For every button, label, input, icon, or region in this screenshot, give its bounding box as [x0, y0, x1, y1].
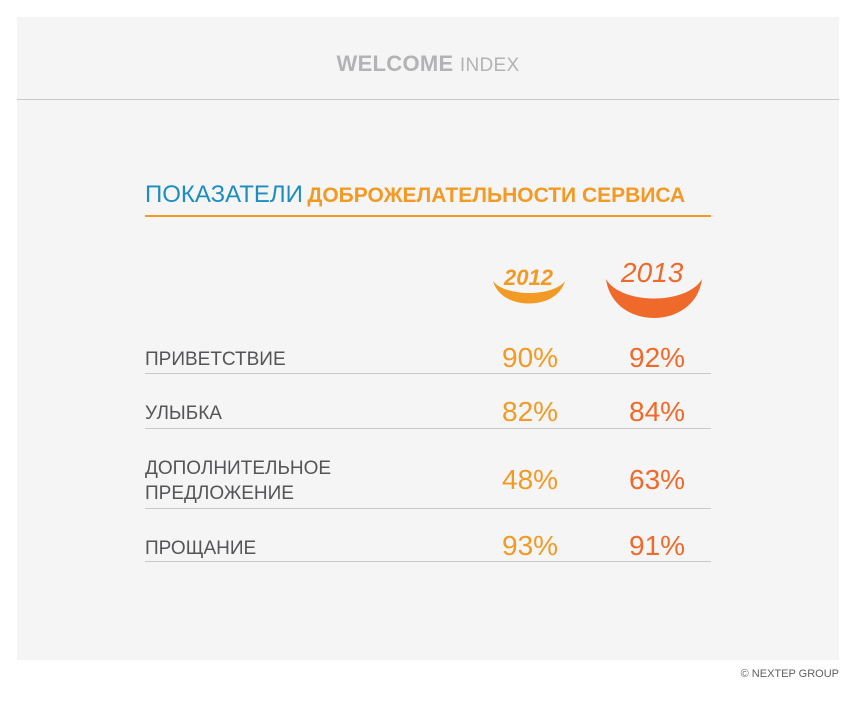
value-2012: 90%: [502, 342, 559, 373]
value-2012: 93%: [502, 530, 559, 561]
value-2012: 82%: [502, 396, 559, 427]
year-2013-header: 2013: [605, 251, 703, 325]
title-part-1: ПОКАЗАТЕЛИ: [145, 181, 303, 208]
year-2012-header: 2012: [491, 253, 567, 313]
value-2013: 92%: [629, 342, 686, 373]
brand-logo: WELCOME INDEX: [17, 51, 839, 77]
title-part-2: ДОБРОЖЕЛАТЕЛЬНОСТИ СЕРВИСА: [307, 184, 686, 207]
chart-title: ПОКАЗАТЕЛИ ДОБРОЖЕЛАТЕЛЬНОСТИ СЕРВИСА: [145, 181, 711, 217]
table-row: ПРИВЕТСТВИЕ 90% 92%: [145, 335, 711, 374]
row-label: ПРИВЕТСТВИЕ: [145, 349, 286, 370]
row-label: ПРОЩАНИЕ: [145, 538, 257, 559]
row-label: УЛЫБКА: [145, 403, 222, 424]
table-row: ДОПОЛНИТЕЛЬНОЕ ПРЕДЛОЖЕНИЕ 48% 63%: [145, 428, 711, 509]
row-label: ДОПОЛНИТЕЛЬНОЕ ПРЕДЛОЖЕНИЕ: [145, 458, 332, 504]
value-2012: 48%: [502, 464, 559, 495]
table-row: УЛЫБКА 82% 84%: [145, 373, 711, 429]
copyright-text: © NEXTEP GROUP: [740, 668, 839, 680]
value-2013: 63%: [629, 464, 686, 495]
year-2012-label: 2012: [504, 265, 553, 290]
header: WELCOME INDEX: [17, 17, 839, 100]
brand-index: INDEX: [459, 55, 520, 76]
infographic-card: WELCOME INDEX ПОКАЗАТЕЛИ ДОБРОЖЕЛАТЕЛЬНО…: [17, 17, 839, 660]
smile-2012-icon: [493, 281, 565, 304]
value-2013: 91%: [629, 530, 686, 561]
table-row: ПРОЩАНИЕ 93% 91%: [145, 508, 711, 562]
brand-welcome: WELCOME: [336, 51, 454, 76]
value-2013: 84%: [629, 396, 686, 427]
year-2013-label: 2013: [621, 257, 684, 288]
smile-2013-icon: [606, 279, 702, 318]
